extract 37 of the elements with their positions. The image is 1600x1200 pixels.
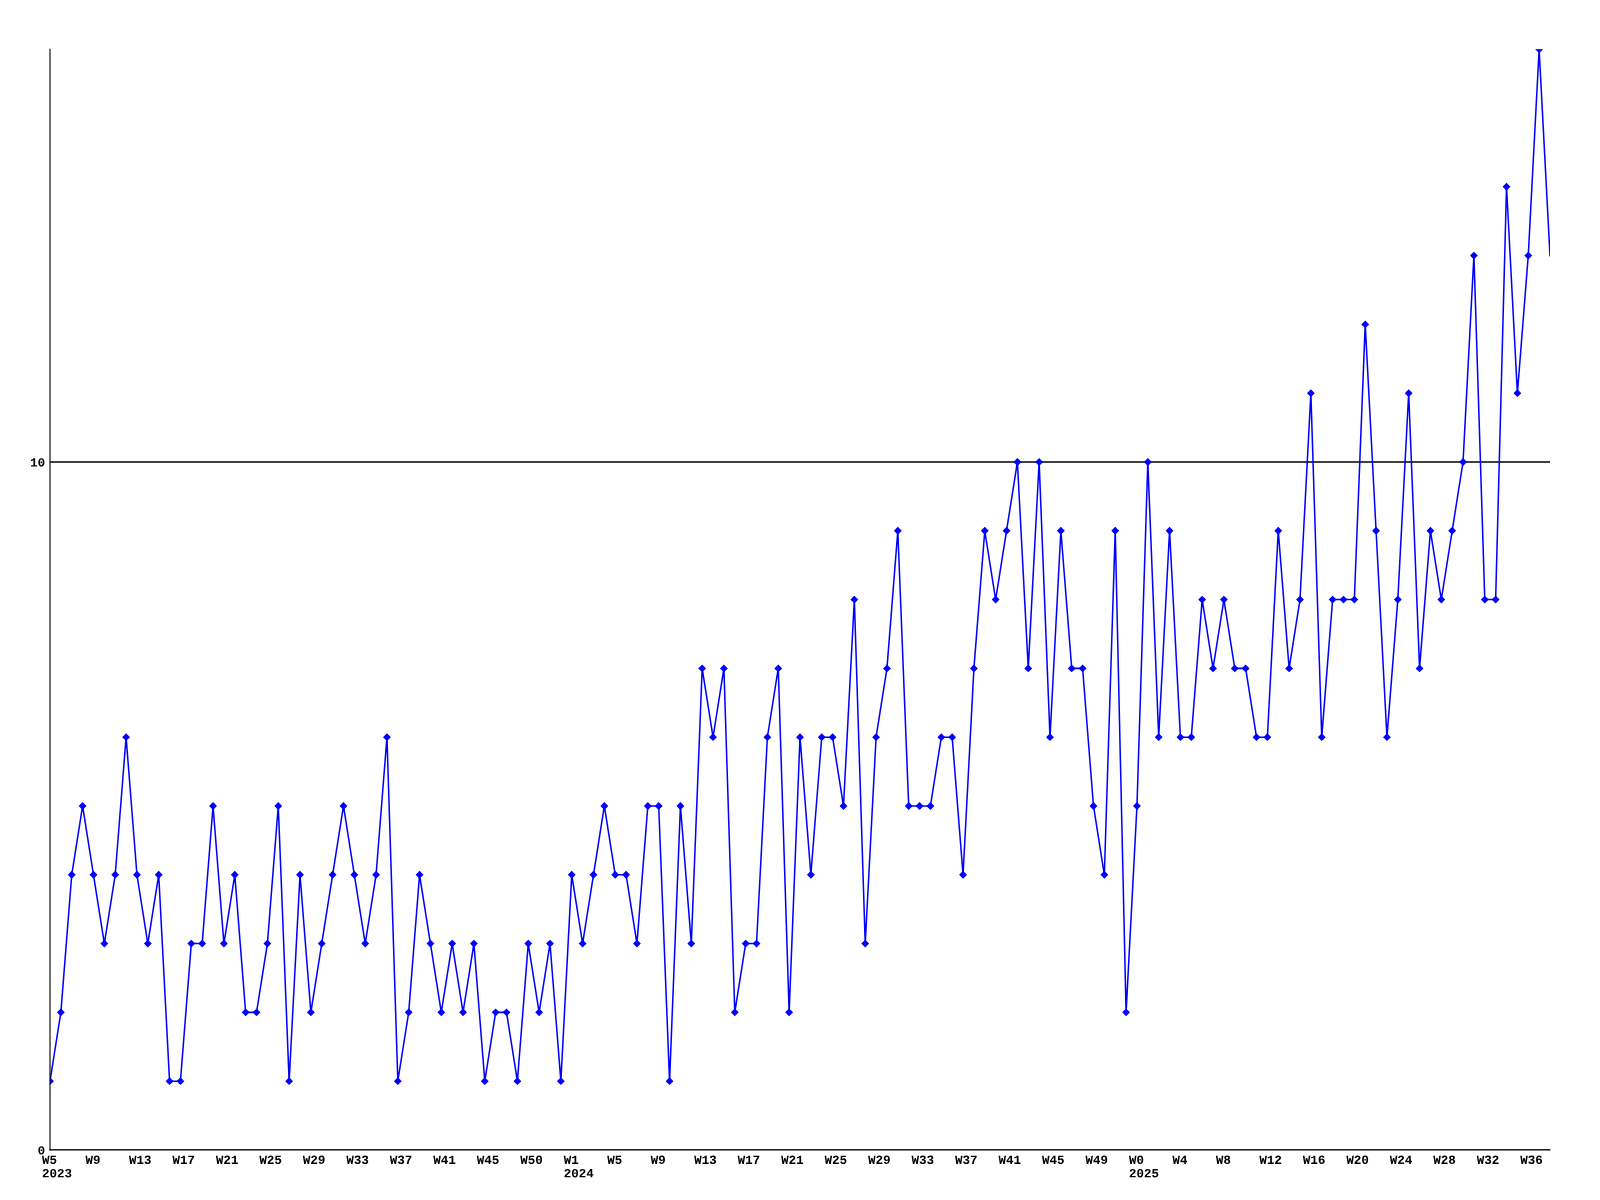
x-tick-label: W29 [302, 1155, 325, 1164]
x-tick-label: W5 [607, 1155, 622, 1164]
x-tick-label: W21 [215, 1155, 238, 1164]
x-tick-label: W50 [520, 1155, 543, 1164]
x-tick-label: W45 [1042, 1155, 1064, 1164]
x-tick-label: W49 [1085, 1155, 1108, 1164]
x-tick-label: W24 [1389, 1155, 1412, 1164]
x-tick-label: W28 [1433, 1155, 1456, 1164]
x-tick-label: W0 2025 [1128, 1155, 1159, 1178]
x-tick-label: W37 [955, 1155, 977, 1165]
x-tick-label: W25 [259, 1155, 282, 1164]
x-tick-label: W12 [1259, 1155, 1282, 1164]
x-tick-label: W32 [1476, 1155, 1499, 1165]
x-tick-label: W16 [1302, 1155, 1325, 1164]
y-tick-label: 0 [38, 1146, 45, 1155]
x-tick-label: W37 [389, 1155, 412, 1165]
x-tick-label: W17 [737, 1155, 760, 1164]
x-tick-label: W8 [1215, 1155, 1231, 1164]
y-tick-label: 10 [30, 458, 45, 467]
x-tick-label: W9 [650, 1155, 665, 1164]
x-tick-label: W33 [911, 1155, 934, 1165]
x-tick-label: W21 [781, 1155, 804, 1164]
x-tick-label: W25 [824, 1155, 847, 1164]
x-tick-label: W45 [476, 1155, 499, 1164]
x-tick-label: W4 [1172, 1155, 1188, 1164]
x-tick-label: W29 [868, 1155, 890, 1164]
x-tick-label: W1 2024 [563, 1155, 594, 1178]
x-tick-label: W20 [1346, 1155, 1369, 1164]
x-tick-label: W5 2023 [42, 1155, 72, 1178]
x-tick-label: W13 [128, 1155, 151, 1165]
x-tick-label: W17 [172, 1155, 195, 1164]
x-tick-label: W13 [694, 1155, 717, 1165]
x-tick-label: W36 [1520, 1155, 1543, 1165]
x-tick-label: W41 [998, 1155, 1021, 1164]
x-tick-label: W9 [85, 1155, 100, 1164]
x-tick-label: W33 [346, 1155, 369, 1165]
x-tick-label: W41 [433, 1155, 456, 1164]
